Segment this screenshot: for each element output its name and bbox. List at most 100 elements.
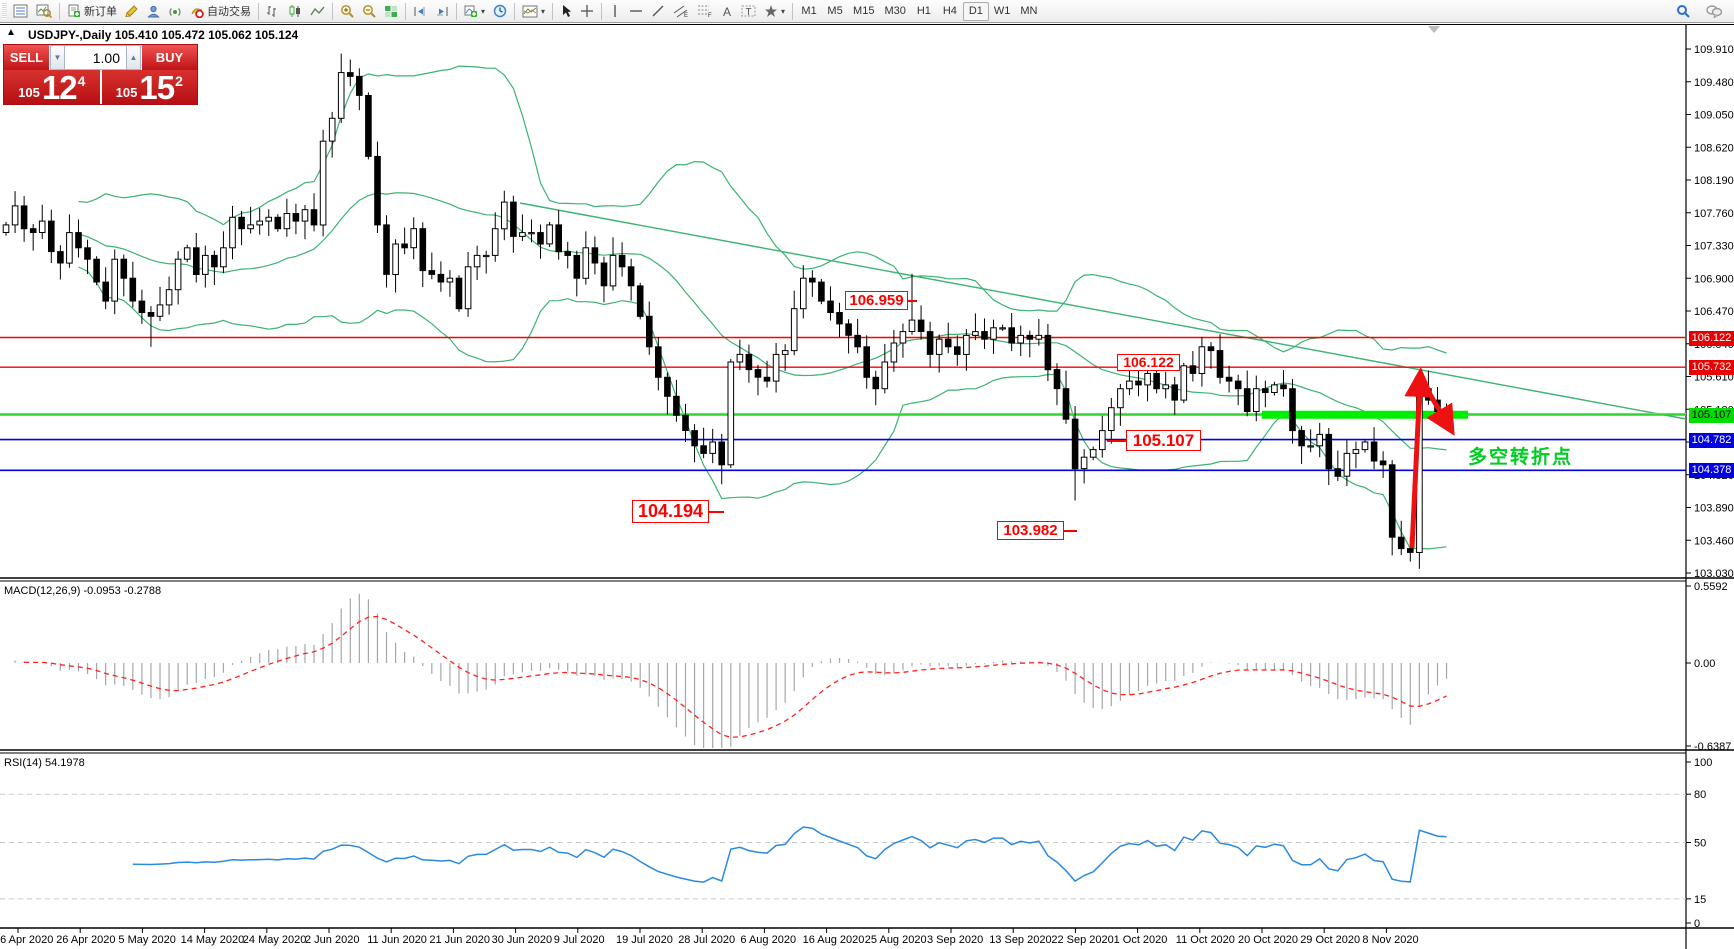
- chart-shift-marker[interactable]: [1428, 26, 1440, 33]
- crosshair-icon[interactable]: [576, 1, 598, 21]
- bar-chart-icon[interactable]: [262, 1, 284, 21]
- toolbar-separator: [332, 2, 333, 20]
- candlestick: [754, 369, 762, 378]
- drawn-down-arrow[interactable]: [1422, 384, 1455, 436]
- zoom-out-icon[interactable]: [358, 1, 380, 21]
- callout-pointer-line: [1107, 440, 1126, 442]
- price-callout-label[interactable]: 106.959: [845, 291, 908, 310]
- timeframe-m30-button[interactable]: M30: [884, 5, 906, 17]
- candlestick: [1126, 380, 1133, 390]
- chat-icon[interactable]: [1702, 1, 1726, 21]
- buy-quote[interactable]: 105 15 2: [101, 70, 197, 104]
- candlestick: [682, 414, 689, 431]
- candlestick: [863, 346, 871, 378]
- price-tick-label: 109.480: [1694, 77, 1734, 89]
- timeframe-m15-button[interactable]: M15: [853, 5, 875, 17]
- candlestick: [482, 254, 490, 258]
- dropdown-arrow-icon[interactable]: ▾: [541, 6, 546, 16]
- timeframe-d1-button[interactable]: D1: [962, 1, 989, 21]
- sell-quote[interactable]: 105 12 4: [4, 70, 102, 104]
- date-label: 3 Sep 2020: [927, 934, 983, 946]
- candlestick: [392, 243, 399, 275]
- equidistant-channel-icon[interactable]: E: [669, 1, 693, 21]
- candlestick: [1198, 346, 1206, 374]
- horizontal-line-icon[interactable]: [625, 1, 647, 21]
- descending-trendline: [519, 202, 1687, 420]
- chart-canvas[interactable]: 109.910 109.480 109.050 108.620 108.190 107.7…: [0, 24, 1734, 949]
- candlestick: [1289, 388, 1296, 432]
- chart-window: 109.910 109.480 109.050 108.620 108.190 107.7…: [0, 24, 1734, 949]
- line-chart-icon[interactable]: [306, 1, 329, 21]
- templates-icon[interactable]: ▾: [518, 1, 549, 21]
- tile-windows-icon[interactable]: [380, 1, 402, 21]
- candlestick-chart-icon[interactable]: [284, 1, 306, 21]
- auto-scroll-icon[interactable]: [431, 1, 453, 21]
- candlestick: [1361, 441, 1369, 451]
- zoom-in-icon[interactable]: [336, 1, 358, 21]
- timeframe-mn-button[interactable]: MN: [1020, 5, 1038, 17]
- profile-icon[interactable]: [143, 1, 164, 21]
- chart-annotation-text[interactable]: 多空转折点: [1468, 447, 1574, 468]
- market-watch-icon[interactable]: [9, 1, 32, 21]
- candlestick: [591, 247, 599, 264]
- candlestick: [1171, 384, 1179, 401]
- text-icon[interactable]: A: [717, 1, 737, 21]
- candlestick: [917, 319, 925, 333]
- volume-increase-button[interactable]: ▲: [126, 45, 141, 70]
- candlestick: [1080, 456, 1088, 470]
- candlestick: [1280, 384, 1287, 390]
- candlestick: [1253, 388, 1260, 413]
- candlestick: [827, 300, 834, 314]
- price-callout-label[interactable]: 103.982: [997, 521, 1064, 540]
- candlestick: [1325, 433, 1333, 470]
- volume-decrease-button[interactable]: ▼: [50, 45, 65, 70]
- candlestick: [1343, 452, 1351, 477]
- timeframe-w1-button[interactable]: W1: [993, 5, 1011, 17]
- candlestick: [1397, 536, 1405, 550]
- timeframe-m5-button[interactable]: M5: [827, 5, 843, 17]
- search-icon[interactable]: [1672, 1, 1694, 21]
- candlestick: [455, 277, 463, 310]
- candlestick: [908, 319, 916, 333]
- styles-icon[interactable]: [121, 1, 143, 21]
- candlestick: [691, 430, 698, 447]
- price-callout-label[interactable]: 106.122: [1117, 354, 1180, 371]
- candlestick: [1243, 388, 1251, 413]
- timeframe-m1-button[interactable]: M1: [801, 5, 817, 17]
- buy-price-sup: 2: [175, 73, 183, 89]
- signals-icon[interactable]: [164, 1, 186, 21]
- vertical-line-icon[interactable]: [605, 1, 625, 21]
- candlestick: [1216, 350, 1224, 378]
- candlestick: [229, 216, 236, 249]
- price-level-badge: 106.122: [1689, 330, 1734, 346]
- candlestick: [1089, 449, 1097, 458]
- fibonacci-icon[interactable]: F: [693, 1, 717, 21]
- date-label: 28 Jul 2020: [678, 934, 735, 946]
- timeframe-h1-button[interactable]: H1: [916, 5, 931, 17]
- price-level-badge: 105.732: [1689, 360, 1734, 376]
- candlestick: [926, 331, 934, 355]
- price-callout-label[interactable]: 105.107: [1126, 430, 1201, 451]
- shapes-icon[interactable]: ▾: [760, 1, 789, 21]
- auto-trading-button[interactable]: 自动交易: [186, 1, 255, 21]
- candlestick: [165, 289, 173, 306]
- timeframe-h4-button[interactable]: H4: [942, 5, 957, 17]
- chart-shift-icon[interactable]: [409, 1, 431, 21]
- dropdown-arrow-icon[interactable]: ▾: [481, 6, 486, 16]
- volume-input[interactable]: 1.00: [65, 45, 126, 70]
- indicators-icon[interactable]: ▾: [460, 1, 489, 21]
- dropdown-arrow-icon[interactable]: ▾: [781, 6, 786, 16]
- new-order-button[interactable]: 新订单: [63, 1, 121, 21]
- price-tick-label: 103.890: [1694, 503, 1734, 515]
- sell-button[interactable]: SELL: [4, 45, 50, 70]
- text-label-icon[interactable]: T: [737, 1, 760, 21]
- candlestick: [763, 376, 771, 382]
- buy-button[interactable]: BUY: [141, 45, 197, 70]
- price-tick-label: 109.050: [1694, 110, 1734, 122]
- drawn-up-arrow[interactable]: [1404, 367, 1435, 549]
- chart-preview-icon[interactable]: [32, 1, 56, 21]
- cursor-icon[interactable]: [556, 1, 576, 21]
- price-callout-label[interactable]: 104.194: [632, 500, 709, 523]
- trendline-icon[interactable]: [647, 1, 669, 21]
- clock-icon[interactable]: [489, 1, 511, 21]
